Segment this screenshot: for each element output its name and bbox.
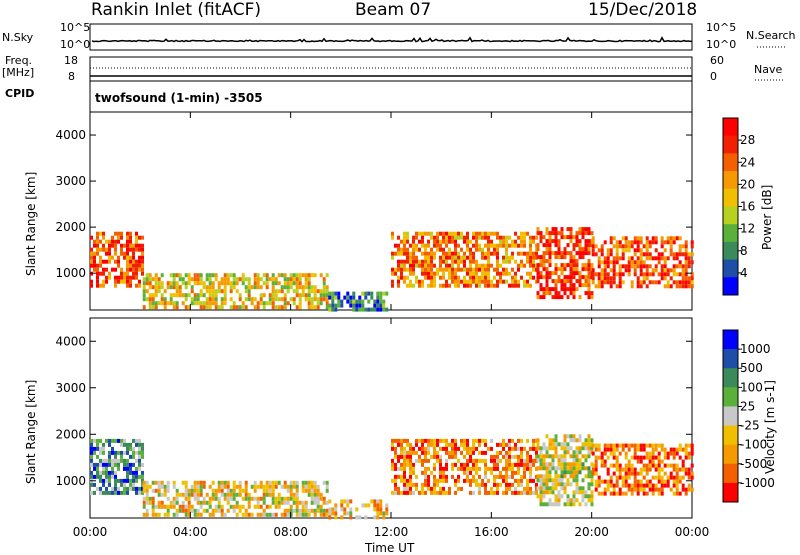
velocity-panel: [89, 317, 694, 520]
colorbar-segment: [723, 463, 738, 484]
colorbar-segment: [723, 171, 738, 190]
data-region: [90, 438, 144, 495]
data-region: [591, 443, 694, 496]
data-region: [90, 231, 144, 288]
colorbar-tick-label: 100: [740, 380, 763, 394]
colorbar-tick-label: 8: [740, 244, 748, 258]
panel-frame: [89, 317, 693, 519]
colorbar-segment: [723, 349, 738, 369]
freq-tick-bottom: 8: [68, 70, 75, 83]
nsearch-tick-top: 10^5: [706, 21, 737, 34]
y-tick-label: 2000: [55, 427, 86, 441]
freq-tick-top: 18: [64, 54, 78, 67]
nsky-label: N.Sky: [2, 31, 34, 44]
colorbar-segment: [723, 406, 738, 427]
freq-label: Freq.: [5, 54, 33, 67]
data-region: [328, 499, 389, 520]
colorbar-segment: [723, 188, 738, 207]
data-region: [391, 438, 538, 495]
x-tick-label: 08:00: [273, 525, 308, 539]
nave-tick-bottom: 0: [710, 70, 717, 83]
nave-label: Nave: [754, 63, 783, 76]
colorbar-segment: [723, 277, 738, 296]
x-tick-label: 12:00: [374, 525, 409, 539]
nsearch-tick-bottom: 10^0: [706, 38, 737, 51]
colorbar-tick-label: 24: [740, 155, 755, 169]
x-tick-label: 20:00: [574, 525, 609, 539]
colorbar-frame: [722, 329, 739, 503]
colorbar-segment: [723, 330, 738, 350]
power-panel: [89, 111, 694, 312]
x-tick-label: 16:00: [474, 525, 509, 539]
colorbar-segment: [723, 425, 738, 446]
colorbar-tick-label: -100: [740, 438, 767, 452]
colorbar-segment: [723, 368, 738, 388]
colorbar-segment: [723, 259, 738, 278]
colorbar-segment: [723, 482, 738, 503]
colorbar-segment: [723, 153, 738, 172]
colorbar-tick-label: -25: [740, 419, 760, 433]
data-region: [536, 227, 594, 300]
cpid-value: twofsound (1-min) -3505: [95, 91, 263, 105]
colorbar-segment: [723, 118, 738, 137]
y-tick-label: 4000: [55, 128, 86, 142]
cpid-label: CPID: [5, 87, 35, 100]
data-region: [591, 236, 694, 289]
x-tick-label: 00:00: [73, 525, 108, 539]
beam-title: Beam 07: [355, 0, 432, 20]
nsearch-label: N.Search: [746, 29, 796, 42]
station-title: Rankin Inlet (fitACF): [91, 0, 262, 20]
cpid-panel-frame: [89, 80, 693, 113]
colorbar-tick-label: 25: [740, 399, 755, 413]
x-tick-label: 00:00: [675, 525, 710, 539]
colorbar-tick-label: 4: [740, 266, 748, 280]
colorbar-tick-label: 12: [740, 222, 755, 236]
data-region: [142, 480, 329, 517]
colorbar-segment: [723, 206, 738, 225]
nsky-line: [91, 36, 693, 43]
y-tick-label: 1000: [55, 474, 86, 488]
y-tick-label: 4000: [55, 334, 86, 348]
y-tick-label: 2000: [55, 220, 86, 234]
data-region: [328, 291, 389, 312]
colorbar-tick-label: 1000: [740, 342, 771, 356]
nsky-panel-frame: [89, 23, 693, 51]
x-axis-label: Time UT: [365, 541, 415, 555]
colorbar-segment: [723, 387, 738, 407]
nsky-tick-top: 10^5: [60, 21, 91, 34]
colorbar-tick-label: 20: [740, 177, 755, 191]
x-tick-label: 04:00: [173, 525, 208, 539]
y-tick-label: 3000: [55, 174, 86, 188]
data-region: [536, 434, 594, 507]
y-tick-label: 1000: [55, 266, 86, 280]
colorbar-tick-label: 28: [740, 133, 755, 147]
data-region: [142, 273, 329, 310]
freq-panel-frame: [89, 56, 693, 82]
nsky-tick-bottom: 10^0: [60, 38, 91, 51]
date-title: 15/Dec/2018: [588, 0, 698, 20]
colorbar-segment: [723, 135, 738, 154]
data-region: [391, 231, 538, 288]
colorbar-segment: [723, 224, 738, 243]
colorbar-tick-label: -500: [740, 457, 767, 471]
freq-unit-label: [MHz]: [2, 66, 35, 79]
axes-layer: 1000 2000 3000 4000 28 24 20 16 12 8 4 1000 2000 3000…: [55, 112, 775, 539]
y-tick-label: 3000: [55, 381, 86, 395]
colorbar-tick-label: -1000: [740, 476, 775, 490]
nave-tick-top: 60: [710, 54, 724, 67]
colorbar-tick-label: 16: [740, 200, 755, 214]
colorbar-tick-label: 500: [740, 361, 763, 375]
colorbar-segment: [723, 444, 738, 465]
colorbar-segment: [723, 241, 738, 261]
